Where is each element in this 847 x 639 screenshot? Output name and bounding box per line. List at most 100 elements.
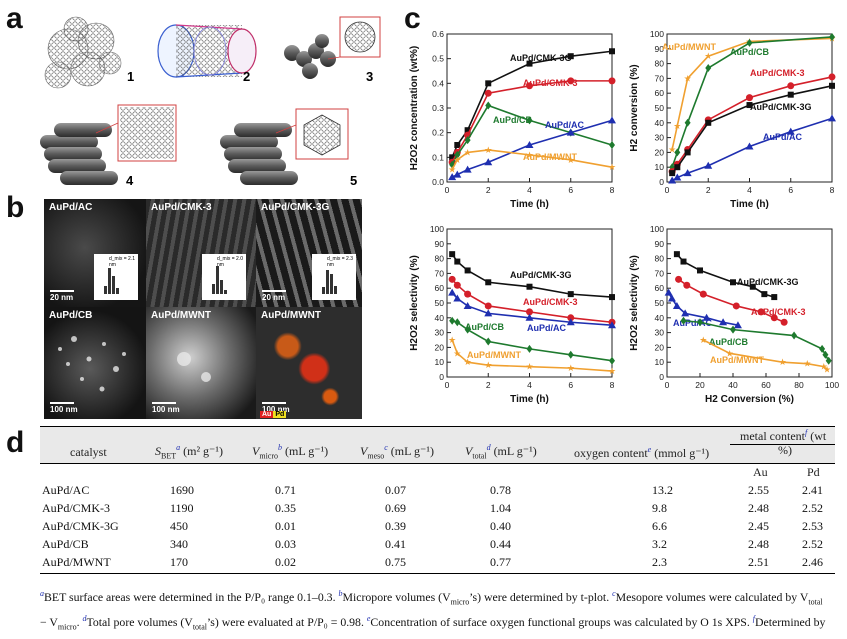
data-point bbox=[609, 141, 615, 149]
data-point: ★ bbox=[453, 348, 461, 358]
series-label: AuPd/CMK-3 bbox=[523, 78, 578, 88]
data-point bbox=[463, 165, 472, 173]
data-point bbox=[567, 350, 574, 359]
x-tick-label: 80 bbox=[794, 380, 804, 390]
data-point bbox=[608, 77, 616, 85]
h2o2-concentration-chart: 0.0 0.1 0.2 0.3 0.4 0.5 0.6 0 2 4 6 8 Time (h) H2O2 c… bbox=[409, 29, 616, 210]
table-cell-vmicro: 0.35 bbox=[275, 501, 296, 515]
series-label: AuPd/CMK-3G bbox=[737, 277, 799, 287]
data-point bbox=[567, 291, 574, 298]
series-aupd-cb bbox=[680, 316, 832, 365]
series-aupd-mwnt: ★★★★★★★ bbox=[448, 145, 616, 175]
data-point bbox=[454, 318, 461, 327]
data-point bbox=[757, 308, 765, 316]
h2-conversion-chart: 0 10 20 30 40 50 60 70 80 90 100 0 2 4 6 8 Time (h) H2 co… bbox=[629, 29, 836, 210]
table-cell-pd: 2.46 bbox=[802, 555, 823, 569]
y-tick-label: 50 bbox=[655, 298, 665, 308]
table-cell-pd: 2.52 bbox=[802, 501, 823, 515]
histogram-d-label: d_mix = 2.1 nm bbox=[109, 256, 135, 268]
x-tick-label: 0 bbox=[665, 185, 670, 195]
y-tick-label: 60 bbox=[655, 88, 665, 98]
y-tick-label: 30 bbox=[435, 328, 445, 338]
data-point bbox=[667, 294, 676, 302]
y-tick-label: 0.5 bbox=[432, 54, 444, 64]
table-cell-pd: 2.52 bbox=[802, 537, 823, 551]
x-tick-label: 6 bbox=[568, 185, 573, 195]
data-point bbox=[674, 148, 681, 157]
porous-properties-table: catalyst SBETa (m² g⁻¹) Vmicrob (mL g⁻¹)… bbox=[40, 426, 835, 626]
data-point bbox=[828, 114, 836, 122]
tem-label: AuPd/MWNT bbox=[151, 310, 211, 321]
x-tick-label: 0 bbox=[445, 185, 450, 195]
series-label: AuPd/AC bbox=[763, 132, 802, 142]
y-tick-label: 10 bbox=[655, 357, 665, 367]
data-point: ★ bbox=[464, 357, 472, 367]
y-tick-label: 0.1 bbox=[432, 152, 444, 162]
data-point bbox=[697, 318, 703, 327]
series-aupd-mwnt: ★★★★★★★ bbox=[448, 335, 616, 376]
x-tick-label: 4 bbox=[747, 185, 752, 195]
table-cell-vmicro: 0.71 bbox=[275, 483, 296, 497]
series-aupd-mwnt: ★★★★★★ bbox=[699, 335, 831, 375]
data-point bbox=[526, 116, 533, 125]
y-tick-label: 20 bbox=[435, 342, 445, 352]
y-axis-label: H2O2 selectivity (%) bbox=[629, 255, 640, 351]
table-header-band bbox=[40, 426, 835, 463]
data-point: ★ bbox=[820, 362, 828, 372]
header-pd: Pd bbox=[807, 465, 820, 479]
selectivity-vs-conversion-chart: 0 10 20 30 40 50 60 70 80 90 100 0 20 40 60 80 100 H2 Con… bbox=[629, 224, 839, 405]
series-line bbox=[451, 339, 613, 372]
table-cell-pd: 2.41 bbox=[802, 483, 823, 497]
data-point bbox=[608, 321, 616, 329]
table-cell-vtotal: 0.40 bbox=[490, 519, 511, 533]
series-label: AuPd/CB bbox=[709, 337, 748, 347]
data-point bbox=[749, 283, 756, 290]
data-point bbox=[829, 32, 835, 41]
data-point bbox=[733, 321, 742, 329]
series-label: AuPd/AC bbox=[527, 323, 566, 333]
y-tick-label: 30 bbox=[655, 133, 665, 143]
series-aupd-ac bbox=[668, 114, 836, 184]
data-point bbox=[485, 279, 492, 286]
data-point: ★ bbox=[668, 144, 676, 154]
data-point bbox=[681, 309, 690, 317]
tem-label: AuPd/CMK-3 bbox=[151, 202, 212, 213]
x-tick-label: 6 bbox=[788, 185, 793, 195]
series-aupd-cmk-3g bbox=[449, 48, 615, 161]
data-point bbox=[525, 141, 534, 148]
data-point: ★ bbox=[448, 335, 456, 345]
tem-image-auPd-cmk3: AuPd/CMK-3 d_mix = 2.0 nm bbox=[146, 199, 256, 307]
series-aupd-ac bbox=[448, 288, 616, 329]
table-row: AuPd/CMK-3 1190 0.35 0.69 1.04 9.8 2.48 2.52 bbox=[40, 499, 835, 516]
table-cell-sbet: 1690 bbox=[170, 483, 194, 497]
x-tick-label: 100 bbox=[825, 380, 839, 390]
data-point bbox=[787, 91, 794, 98]
series-label: AuPd/CMK-3 bbox=[750, 68, 805, 78]
series-label: AuPd/CMK-3G bbox=[510, 53, 572, 63]
table-cell-sbet: 450 bbox=[170, 519, 188, 533]
data-point bbox=[526, 60, 533, 67]
data-point bbox=[566, 318, 575, 326]
data-point bbox=[453, 170, 462, 178]
y-tick-label: 0.3 bbox=[432, 103, 444, 113]
data-point bbox=[485, 101, 492, 110]
data-point bbox=[464, 127, 471, 134]
data-point: ★ bbox=[608, 162, 616, 172]
eds-map-auPd-mwnt: AuPd/MWNT 100 nm Au Pd bbox=[256, 307, 362, 419]
series-label: AuPd/CMK-3 bbox=[523, 297, 578, 307]
tem-image-auPd-cb: AuPd/CB 100 nm bbox=[44, 307, 146, 419]
panel-label-d: d bbox=[6, 426, 25, 459]
data-point bbox=[829, 82, 835, 89]
data-point: ★ bbox=[453, 155, 461, 165]
data-point bbox=[664, 288, 673, 296]
y-tick-label: 0.4 bbox=[432, 78, 444, 88]
table-cell-vtotal: 0.44 bbox=[490, 537, 511, 551]
series-aupd-cmk-3g bbox=[449, 251, 615, 301]
tem-image-auPd-ac: AuPd/AC d_mix = 2.1 nm 20 nm bbox=[44, 199, 146, 307]
carbon-support-schematics: 1 2 3 4 5 bbox=[40, 16, 381, 188]
schematic-ac-cluster bbox=[44, 16, 122, 89]
table-bottom-rule bbox=[40, 573, 835, 574]
y-tick-label: 0.2 bbox=[432, 128, 444, 138]
series-label: AuPd/CB bbox=[493, 115, 532, 125]
y-tick-label: 90 bbox=[655, 44, 665, 54]
